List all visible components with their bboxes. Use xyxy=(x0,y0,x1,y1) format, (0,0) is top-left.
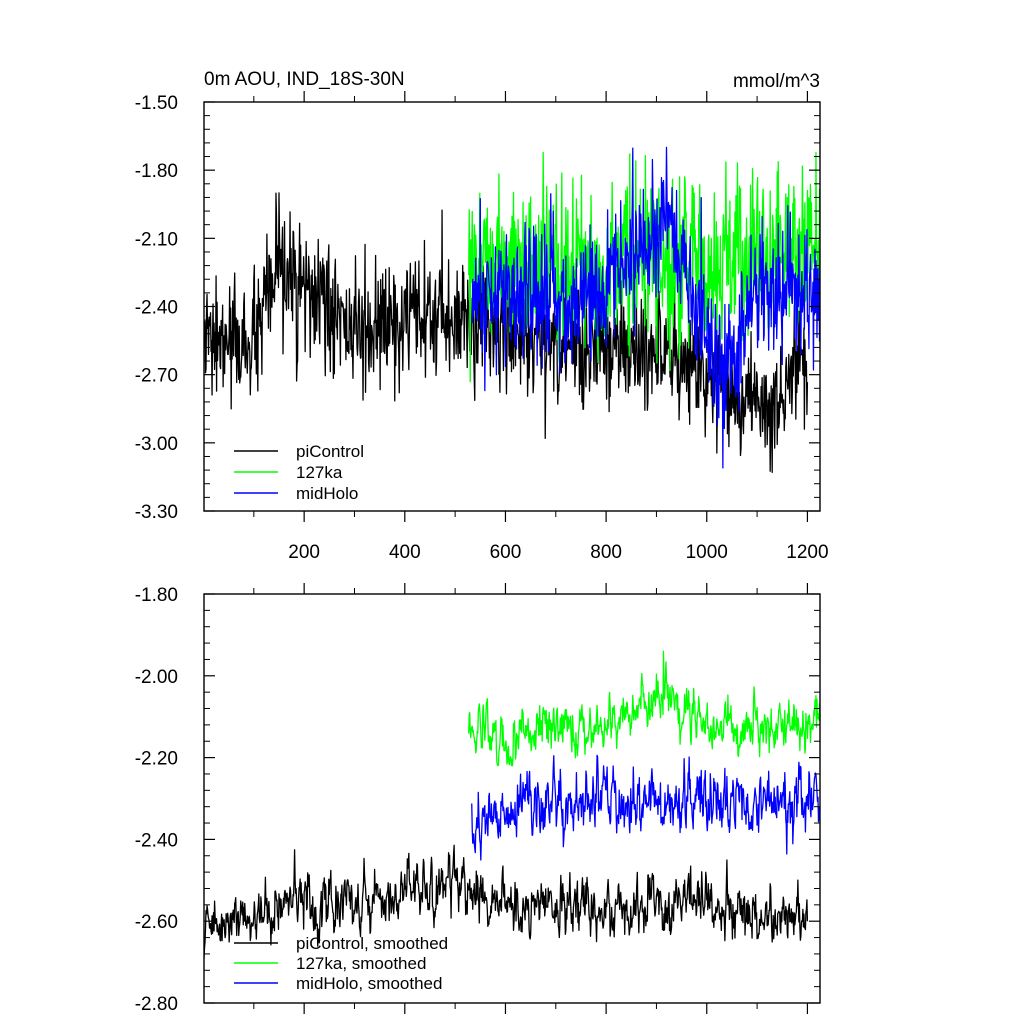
legend: piControl 127ka midHolo xyxy=(234,442,364,503)
y-tick-label: -2.40 xyxy=(135,830,178,851)
y-tick-label: -2.60 xyxy=(135,912,178,933)
legend-label: piControl, smoothed xyxy=(296,934,448,953)
x-tick-label: 400 xyxy=(389,542,421,563)
legend-label: midHolo xyxy=(296,484,358,503)
y-tick-label: -3.00 xyxy=(135,434,178,455)
y-tick-label: -2.70 xyxy=(135,366,178,387)
y-tick-label: -1.80 xyxy=(135,585,178,606)
y-tick-label: -2.40 xyxy=(135,298,178,319)
y-tick-label: -2.20 xyxy=(135,749,178,770)
legend-label: 127ka, smoothed xyxy=(296,954,426,973)
series-line-127ka-smoothed xyxy=(468,650,820,767)
legend-label: piControl xyxy=(296,442,364,461)
x-tick-label: 200 xyxy=(288,542,320,563)
bottom-chart-panel: -1.80 -2.00 -2.20 -2.40 -2.60 -2.80 piControl,… xyxy=(135,583,821,1015)
top-chart-panel: -1.50 -1.80 -2.10 -2.40 -2.70 -3.00 -3.30 200 40… xyxy=(135,91,829,563)
x-tick-label: 1200 xyxy=(786,542,828,563)
y-tick-label: -3.30 xyxy=(135,502,178,523)
y-tick-label: -2.80 xyxy=(135,994,178,1015)
legend-label: 127ka xyxy=(296,463,343,482)
y-tick-label: -1.50 xyxy=(135,93,178,114)
top-chart-title: 0m AOU, IND_18S-30N xyxy=(204,69,405,90)
series-line-midholo xyxy=(471,146,820,469)
x-tick-label: 800 xyxy=(590,542,622,563)
plot-frame xyxy=(203,593,821,1004)
top-chart-units: mmol/m^3 xyxy=(733,71,820,92)
y-tick-label: -2.10 xyxy=(135,229,178,250)
legend-label: midHolo, smoothed xyxy=(296,974,442,993)
x-tick-label: 600 xyxy=(490,542,522,563)
series-line-picontrol-smoothed xyxy=(204,844,809,959)
y-tick-label: -1.80 xyxy=(135,161,178,182)
x-tick-label: 1000 xyxy=(686,542,728,563)
y-tick-label: -2.00 xyxy=(135,667,178,688)
series-line-midholo-smoothed xyxy=(471,754,820,861)
